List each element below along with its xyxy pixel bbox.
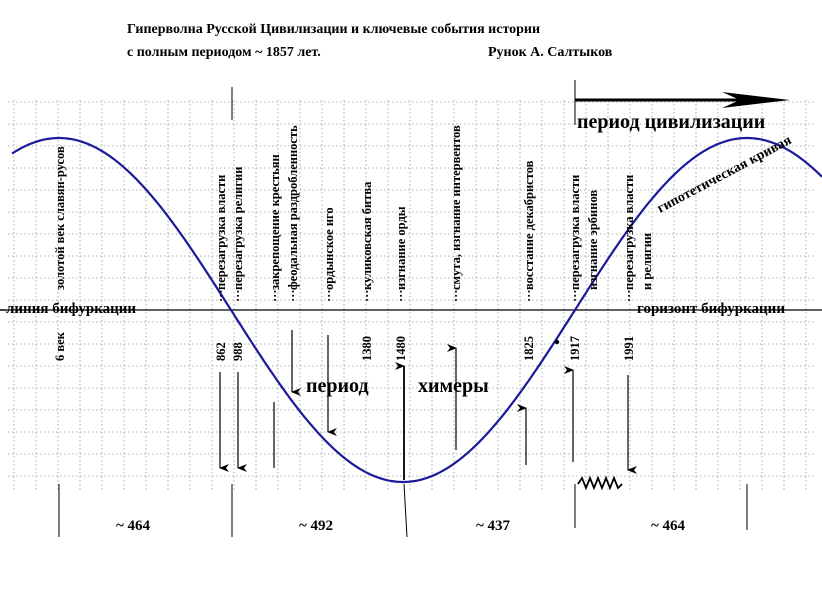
title-author: Рунок А. Салтыков <box>488 45 613 60</box>
period-label-3: ~ 437 <box>476 518 511 534</box>
svg-text:···: ··· <box>394 289 408 302</box>
event-erbin-expulsion: изгнание эрбинов <box>586 190 600 290</box>
year-labels: 6 век 862 988 1380 1480 1825 1917 1991 <box>53 331 636 361</box>
dot-marker <box>554 339 560 345</box>
event-time-of-troubles: смута, изгнание интервентов <box>449 125 463 290</box>
event-labels: золотой век славян-русов перезагрузка вл… <box>53 125 654 290</box>
period-label-2: ~ 492 <box>299 518 333 534</box>
event-power-reset-1991: перезагрузка власти <box>622 175 636 290</box>
svg-text:···: ··· <box>268 289 282 302</box>
svg-text:···: ··· <box>622 289 636 302</box>
civilization-period-label: период цивилизации <box>577 111 765 133</box>
bifurcation-horizon-label: горизонт бифуркации <box>637 301 785 317</box>
year-1825: 1825 <box>522 336 536 361</box>
dot-ticks: ··· ··· ··· ··· ··· ··· ··· ··· ··· ··· … <box>214 289 636 302</box>
event-kulikovo-battle: куликовская битва <box>360 181 374 290</box>
event-horde-yoke: ордынское иго <box>322 207 336 290</box>
curve-label: гипотетическая кривая <box>655 133 795 217</box>
year-1991: 1991 <box>622 336 636 361</box>
event-feudal-fragmentation: феодальная раздробленность <box>286 125 300 290</box>
svg-text:···: ··· <box>322 289 336 302</box>
event-power-reset-862: перезагрузка власти <box>214 175 228 290</box>
event-religion-reset-1991: и религии <box>640 233 654 290</box>
zigzag-marker <box>577 475 623 491</box>
event-arrows <box>219 330 637 480</box>
event-horde-expulsion: изгнание орды <box>394 206 408 290</box>
year-1380: 1380 <box>360 336 374 361</box>
title-line-2: с полным периодом ~ 1857 лет. <box>127 45 321 60</box>
period-dividers <box>58 80 748 538</box>
year-988: 988 <box>231 342 245 361</box>
year-1480: 1480 <box>394 336 408 361</box>
event-decembrist-revolt: восстание декабристов <box>522 160 536 290</box>
chimera-period-label-2: химеры <box>418 375 489 397</box>
event-serfdom: закрепощение крестьян <box>268 154 282 290</box>
civilization-arrow-head <box>722 92 790 108</box>
dotted-grid <box>8 100 814 492</box>
period-label-4: ~ 464 <box>651 518 686 534</box>
svg-text:···: ··· <box>568 289 582 302</box>
event-religion-reset-988: перезагрузка религии <box>231 167 245 290</box>
svg-text:···: ··· <box>214 289 228 302</box>
year-6th-century: 6 век <box>53 331 67 361</box>
year-862: 862 <box>214 342 228 361</box>
title-line-1: Гиперволна Русской Цивилизации и ключевы… <box>127 22 540 37</box>
chimera-period-label-1: период <box>306 375 369 397</box>
svg-text:···: ··· <box>231 289 245 302</box>
svg-text:···: ··· <box>449 289 463 302</box>
svg-text:···: ··· <box>360 289 374 302</box>
bifurcation-line-label: линия бифуркации <box>6 301 136 317</box>
event-golden-age: золотой век славян-русов <box>53 146 67 290</box>
hyperwave-curve <box>11 136 822 484</box>
svg-text:···: ··· <box>522 289 536 302</box>
year-1917: 1917 <box>568 336 582 361</box>
svg-text:···: ··· <box>286 289 300 302</box>
event-power-reset-1917: перезагрузка власти <box>568 175 582 290</box>
period-label-1: ~ 464 <box>116 518 151 534</box>
